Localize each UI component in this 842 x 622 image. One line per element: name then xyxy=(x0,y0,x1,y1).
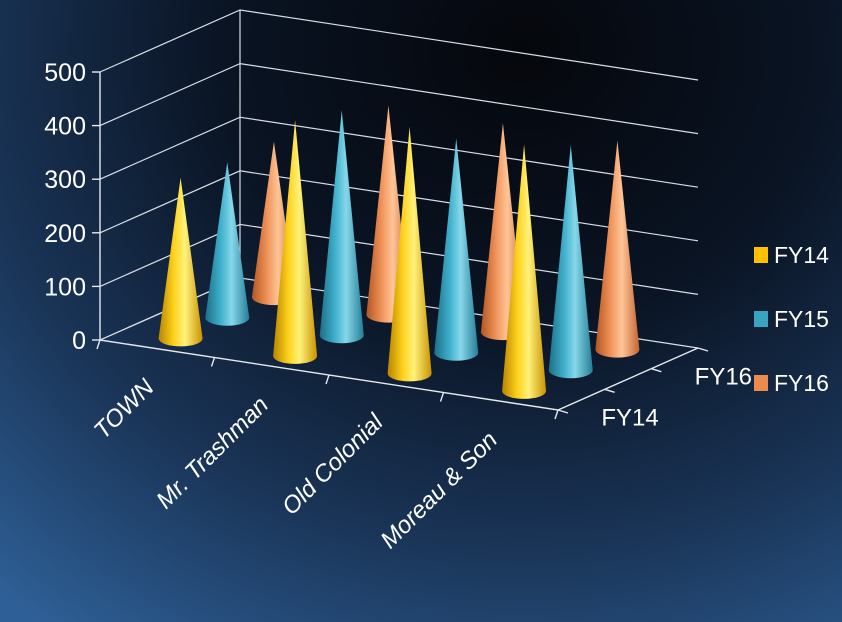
axes xyxy=(92,71,709,420)
depth-tick-mark xyxy=(651,367,662,373)
cone-fy15-town xyxy=(205,162,250,326)
legend-item-fy14: FY14 xyxy=(754,242,829,268)
cone-fy16-moreau-son xyxy=(595,140,640,358)
cones xyxy=(158,105,640,399)
x-category-label: TOWN xyxy=(89,373,160,444)
x-category-label: Moreau & Son xyxy=(375,426,503,554)
legend-swatch xyxy=(754,375,768,391)
depth-axis-label: FY14 xyxy=(601,405,658,432)
depth-tick-mark xyxy=(604,388,615,394)
depth-tick-mark xyxy=(697,347,709,352)
legend-label: FY15 xyxy=(774,306,829,332)
y-tick-label: 300 xyxy=(44,166,86,194)
legend-label: FY16 xyxy=(774,370,829,396)
x-tick-mark xyxy=(439,392,445,402)
y-tick-label: 0 xyxy=(72,327,86,355)
depth-axis-label: FY16 xyxy=(695,363,752,390)
x-tick-mark xyxy=(96,339,101,350)
x-category-label: Mr. Trashman xyxy=(151,391,274,514)
x-tick-mark xyxy=(210,357,216,367)
gridline-500 xyxy=(99,9,699,81)
legend: FY14 FY15 FY16 xyxy=(754,242,829,396)
cone-fy14-mr-trashman xyxy=(273,120,318,364)
gridlines xyxy=(99,9,699,349)
y-tick-label: 500 xyxy=(44,59,86,87)
x-tick-mark xyxy=(554,409,559,420)
y-tick-label: 100 xyxy=(44,273,86,301)
x-tick-mark xyxy=(325,374,330,385)
depth-tick-mark xyxy=(557,409,569,414)
cone-fy14-moreau-son xyxy=(502,144,547,399)
cone-fy14-town xyxy=(158,177,203,347)
legend-item-fy15: FY15 xyxy=(754,306,829,332)
gridline-300 xyxy=(99,116,699,188)
cone-fy15-mr-trashman xyxy=(319,110,364,344)
cone-fy15-moreau-son xyxy=(548,145,593,379)
legend-label: FY14 xyxy=(774,242,829,268)
cone-fy14-old-colonial xyxy=(387,126,432,382)
y-tick-label: 200 xyxy=(44,220,86,248)
cone-fy15-old-colonial xyxy=(434,138,479,361)
gridline-400 xyxy=(99,62,699,135)
y-tick-label: 400 xyxy=(44,113,86,141)
legend-item-fy16: FY16 xyxy=(754,370,829,396)
legend-swatch xyxy=(754,247,768,263)
x-category-label: Old Colonial xyxy=(277,408,389,520)
legend-swatch xyxy=(754,311,768,327)
